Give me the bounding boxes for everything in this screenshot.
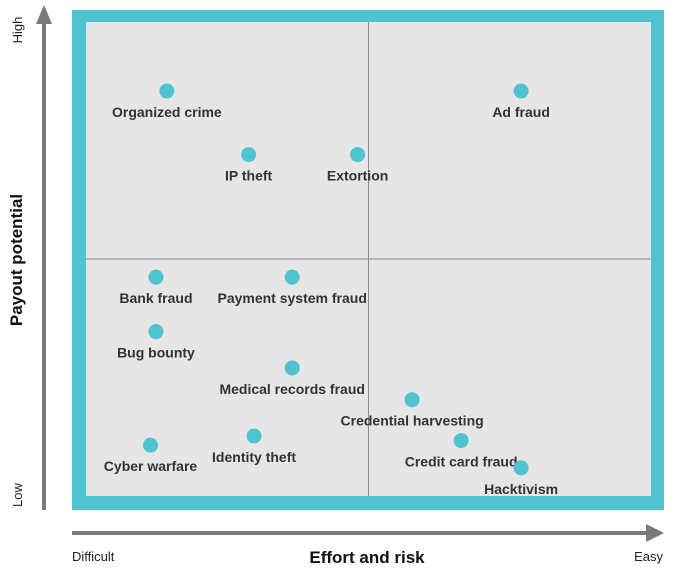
x-axis-arrowhead	[646, 524, 664, 542]
point-6	[148, 324, 164, 340]
point-2	[241, 147, 257, 163]
point-label-0: Organized crime	[112, 104, 222, 120]
point-label-10: Credit card fraud	[405, 454, 518, 470]
point-8	[404, 392, 420, 408]
point-3	[350, 147, 366, 163]
y-tick-high: High	[10, 17, 25, 44]
point-1	[513, 83, 529, 99]
x-tick-easy: Easy	[634, 549, 663, 564]
point-5	[284, 269, 300, 285]
y-tick-low: Low	[10, 482, 25, 506]
point-label-7: Medical records fraud	[219, 381, 365, 397]
point-label-11: Cyber warfare	[104, 458, 198, 474]
points-layer: Organized crime Ad fraud IP theft Extortion…	[104, 83, 558, 497]
point-label-5: Payment system fraud	[217, 290, 366, 306]
point-label-4: Bank fraud	[119, 290, 192, 306]
point-0	[159, 83, 175, 99]
y-axis-arrowhead	[36, 5, 52, 24]
point-label-12: Hacktivism	[484, 481, 558, 497]
point-12	[513, 460, 529, 476]
point-7	[284, 360, 300, 376]
y-axis-title: Payout potential	[7, 194, 26, 326]
point-label-9: Identity theft	[212, 449, 296, 465]
x-tick-difficult: Difficult	[72, 549, 115, 564]
x-axis-title: Effort and risk	[309, 548, 425, 567]
point-label-3: Extortion	[327, 168, 388, 184]
point-9	[246, 428, 262, 444]
point-11	[143, 437, 158, 453]
point-10	[453, 433, 469, 449]
point-label-1: Ad fraud	[492, 104, 550, 120]
point-label-2: IP theft	[225, 168, 273, 184]
point-4	[148, 269, 164, 285]
point-label-6: Bug bounty	[117, 345, 195, 361]
point-label-8: Credential harvesting	[341, 413, 484, 429]
